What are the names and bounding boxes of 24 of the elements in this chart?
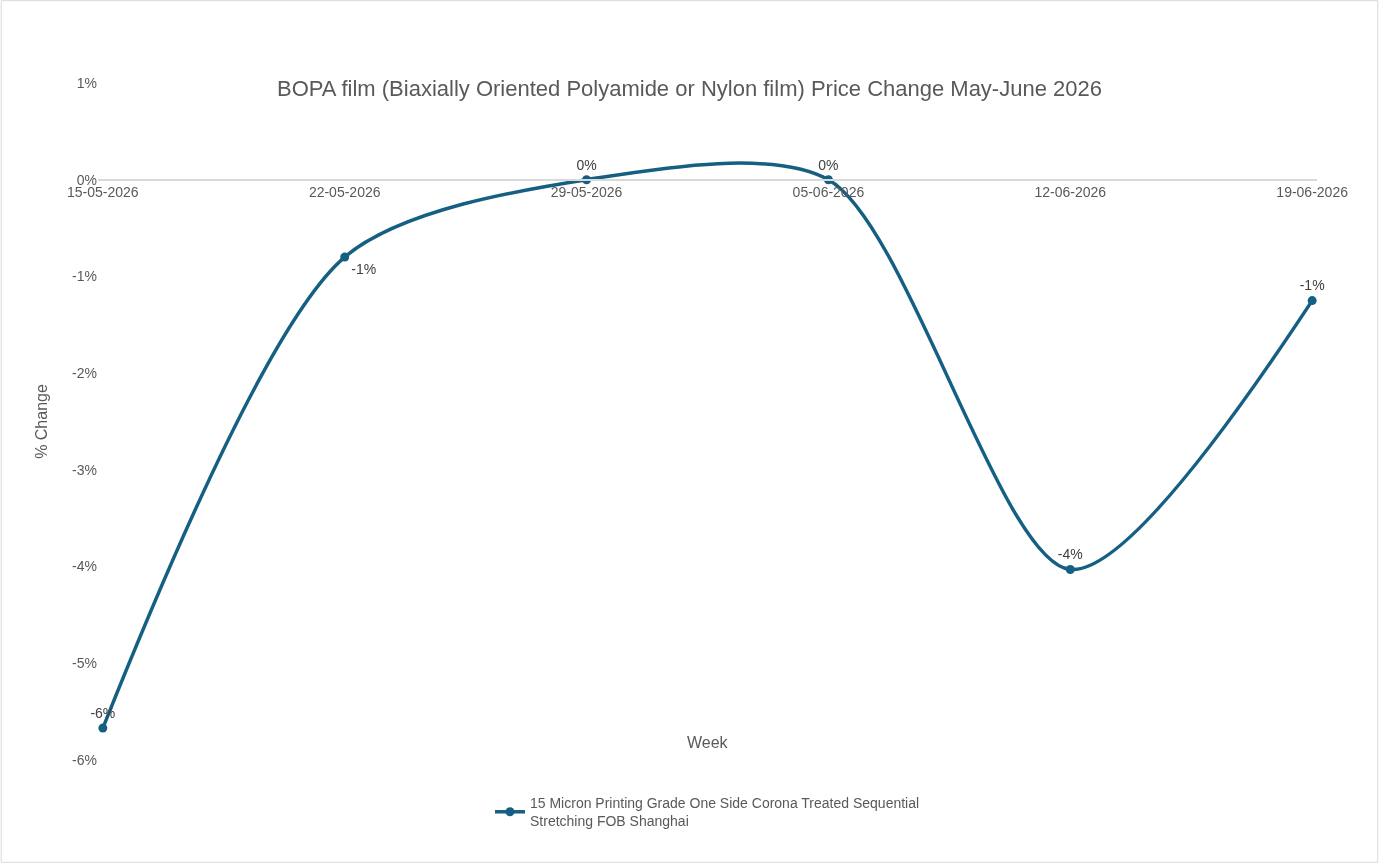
data-label: 0% <box>576 156 597 173</box>
y-tick-label: -2% <box>72 365 97 382</box>
legend-label: 15 Micron Printing Grade One Side Corona Treated Sequential Stretching FOB Shanghai <box>530 795 920 830</box>
x-axis-title: Week <box>687 734 729 751</box>
chart-title: BOPA film (Biaxially Oriented Polyamide or Nylon film) Price Change May-June 2026 <box>277 75 1102 101</box>
y-axis-title: % Change <box>32 384 50 459</box>
y-tick-label: -3% <box>72 461 97 478</box>
y-tick-label: -4% <box>72 558 97 575</box>
point <box>340 252 350 262</box>
x-tick-label: 12-06-2026 <box>1034 184 1107 201</box>
y-tick-label: -1% <box>72 268 97 285</box>
x-tick-label: 19-06-2026 <box>1276 184 1349 201</box>
data-label: -4% <box>1057 546 1083 563</box>
y-tick-label: -6% <box>72 751 97 768</box>
data-label: 0% <box>818 156 839 173</box>
data-label: -1% <box>1299 277 1325 294</box>
x-tick-label: 22-05-2026 <box>308 184 381 201</box>
point <box>1307 296 1317 306</box>
point <box>1065 564 1075 574</box>
y-tick-label: 1% <box>76 74 97 91</box>
y-tick-label: -5% <box>72 655 97 672</box>
data-label: -1% <box>351 261 377 278</box>
x-tick-label: 29-05-2026 <box>550 184 623 201</box>
point <box>98 723 108 733</box>
